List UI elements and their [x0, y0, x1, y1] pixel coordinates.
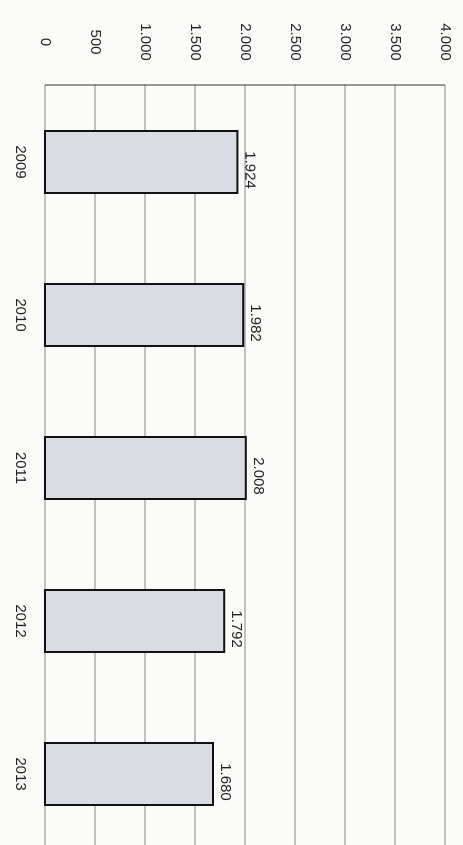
value-label: 1.924 [241, 151, 258, 189]
bar [44, 742, 214, 806]
y-tick-label: 1.500 [187, 23, 204, 61]
value-label: 2.008 [250, 457, 267, 495]
y-tick-label: 500 [87, 29, 104, 54]
y-tick-label: 2.500 [287, 23, 304, 61]
x-tick-label: 2011 [12, 452, 29, 484]
x-tick-label: 2009 [12, 145, 29, 178]
y-tick-label: 2.000 [237, 23, 254, 61]
y-tick-label: 1.000 [137, 23, 154, 61]
x-tick-label: 2012 [12, 604, 29, 637]
bar [44, 589, 226, 653]
value-label: 1.792 [228, 610, 245, 648]
y-tick-label: 0 [37, 38, 54, 46]
bar [44, 130, 239, 194]
y-tick-label: 4.000 [437, 23, 454, 61]
y-tick-label: 3.500 [387, 23, 404, 61]
y-tick-label: 3.000 [337, 23, 354, 61]
value-label: 1.680 [217, 763, 234, 801]
x-tick-label: 2010 [12, 298, 29, 331]
value-label: 1.982 [247, 304, 264, 342]
x-tick-label: 2013 [12, 757, 29, 790]
bar [44, 283, 245, 347]
bar [44, 436, 247, 500]
